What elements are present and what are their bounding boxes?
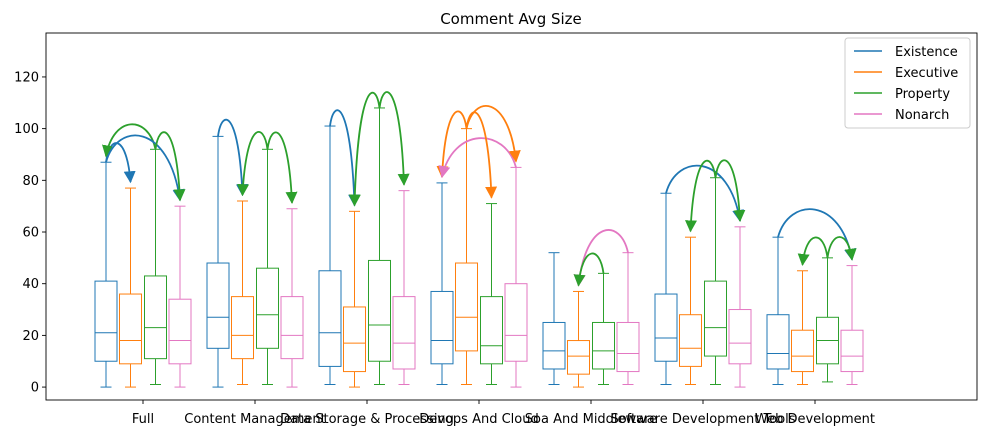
arrow-10	[436, 110, 468, 179]
arrow-13	[465, 105, 521, 163]
box-nonarch-5	[728, 226, 752, 388]
box-nonarch-4	[616, 252, 640, 385]
box-executive-5	[679, 236, 702, 385]
box-property-4	[592, 272, 615, 385]
arrow-18	[714, 159, 746, 223]
x-tick-label: Devops And Cloud	[419, 412, 538, 427]
box-property-5	[704, 177, 727, 385]
box-executive-2	[343, 210, 366, 388]
y-tick-label: 80	[22, 174, 39, 189]
box-executive-0	[119, 187, 142, 388]
x-tick-label: Full	[132, 412, 154, 427]
y-tick-label: 120	[14, 70, 39, 85]
arrow-8	[348, 92, 381, 207]
box-executive-3	[455, 128, 478, 385]
arrow-2	[105, 134, 185, 202]
legend-label-nonarch: Nonarch	[895, 108, 949, 123]
box-existence-0	[94, 161, 118, 388]
box-property-0	[144, 148, 167, 385]
box-existence-5	[654, 192, 678, 385]
box-nonarch-3	[504, 166, 528, 388]
y-tick-label: 60	[22, 226, 39, 241]
box-property-6	[816, 257, 839, 383]
arrow-9	[378, 91, 410, 186]
legend: Existence Executive Property Nonarch	[844, 37, 971, 129]
y-tick-label: 0	[31, 381, 39, 396]
box-executive-4	[567, 290, 590, 388]
box-executive-1	[231, 200, 254, 385]
box-property-1	[256, 148, 279, 385]
arrow-12	[465, 111, 498, 199]
arrow-16	[665, 164, 745, 223]
box-property-2	[368, 107, 391, 385]
y-tick-label: 20	[22, 329, 39, 344]
x-tick-label: Software Development Tools	[610, 412, 795, 427]
x-tick-label: Soa And Middleware	[525, 412, 657, 427]
arrow-21	[826, 236, 857, 261]
box-existence-1	[206, 135, 230, 388]
arrow-6	[266, 131, 298, 204]
y-tick-label: 40	[22, 277, 39, 292]
box-nonarch-6	[840, 265, 864, 385]
arrow-20	[797, 236, 829, 266]
x-tick-label: Web Development	[755, 412, 875, 427]
box-existence-6	[766, 236, 790, 385]
arrow-4	[217, 118, 249, 197]
arrow-3	[154, 131, 186, 202]
arrow-5	[237, 130, 269, 197]
plot-frame	[45, 32, 978, 401]
box-existence-2	[318, 125, 342, 385]
legend-label-property: Property	[895, 87, 950, 102]
box-property-3	[480, 203, 503, 385]
legend-label-existence: Existence	[895, 45, 958, 60]
x-tick-label: Data Storage & Processing	[280, 412, 454, 427]
chart-title: Comment Avg Size	[440, 10, 582, 28]
arrow-7	[329, 109, 361, 207]
arrow-17	[685, 159, 717, 233]
legend-label-executive: Executive	[895, 66, 958, 81]
box-nonarch-2	[392, 190, 416, 385]
x-tick-label: Content Management	[184, 412, 325, 427]
arrow-11	[438, 137, 517, 179]
box-existence-4	[542, 252, 566, 385]
box-executive-6	[791, 270, 814, 385]
box-existence-3	[430, 182, 454, 385]
arrow-19	[777, 208, 857, 261]
box-nonarch-0	[168, 205, 192, 388]
box-nonarch-1	[280, 208, 304, 388]
arrow-15	[573, 252, 605, 287]
arrow-1	[102, 123, 157, 158]
y-tick-label: 100	[14, 122, 39, 137]
